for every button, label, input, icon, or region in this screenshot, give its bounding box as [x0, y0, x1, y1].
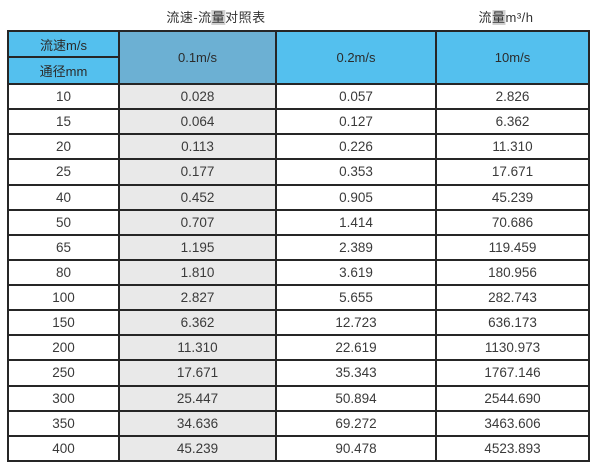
flow-value-cell: 0.905: [275, 183, 437, 211]
flow-value-cell: 2.826: [435, 82, 590, 111]
flow-value-cell: 22.619: [275, 334, 437, 362]
table-row: 80 1.810 3.619 180.956: [7, 258, 590, 287]
flow-value-cell: 282.743: [435, 283, 590, 312]
flow-value-cell: 1.810: [118, 258, 277, 287]
flow-value-cell: 45.239: [118, 434, 277, 463]
diameter-cell: 100: [7, 283, 120, 312]
header-col-0.2ms: 0.2m/s: [275, 30, 437, 85]
flow-value-cell: 25.447: [118, 384, 277, 412]
flow-value-cell: 0.452: [118, 183, 277, 211]
diameter-cell: 40: [7, 183, 120, 211]
table-row: 300 25.447 50.894 2544.690: [7, 384, 590, 412]
table-header: 流速m/s 0.1m/s 0.2m/s 10m/s 通径mm: [7, 30, 590, 85]
flow-value-cell: 1.414: [275, 208, 437, 236]
diameter-cell: 20: [7, 133, 120, 161]
table-row: 50 0.707 1.414 70.686: [7, 208, 590, 236]
table-row: 40 0.452 0.905 45.239: [7, 183, 590, 211]
flow-value-cell: 17.671: [118, 359, 277, 387]
table-title-text: 对照表: [225, 10, 266, 25]
flow-value-cell: 17.671: [435, 158, 590, 186]
header-col-0.1ms: 0.1m/s: [118, 30, 277, 85]
flow-value-cell: 45.239: [435, 183, 590, 211]
flow-value-cell: 0.707: [118, 208, 277, 236]
flow-value-cell: 1130.973: [435, 334, 590, 362]
header-diameter-label: 通径mm: [7, 56, 120, 85]
flow-value-cell: 2.827: [118, 283, 277, 312]
diameter-cell: 65: [7, 233, 120, 261]
flow-unit-label: 流量m³/h: [478, 7, 533, 26]
flow-unit-text: m³/h: [505, 10, 534, 25]
table-row: 150 6.362 12.723 636.173: [7, 309, 590, 337]
flow-value-cell: 0.127: [275, 108, 437, 136]
flow-value-cell: 11.310: [435, 133, 590, 161]
diameter-cell: 150: [7, 309, 120, 337]
table-row: 400 45.239 90.478 4523.893: [7, 434, 590, 463]
diameter-cell: 200: [7, 334, 120, 362]
header-col-10ms: 10m/s: [435, 30, 590, 85]
diameter-cell: 400: [7, 434, 120, 463]
flow-value-cell: 11.310: [118, 334, 277, 362]
table-title-text: 流速-流: [166, 10, 212, 25]
table-row: 10 0.028 0.057 2.826: [7, 82, 590, 111]
flow-value-cell: 12.723: [275, 309, 437, 337]
flow-value-cell: 5.655: [275, 283, 437, 312]
flow-value-cell: 2544.690: [435, 384, 590, 412]
flow-value-cell: 119.459: [435, 233, 590, 261]
flow-value-cell: 3.619: [275, 258, 437, 287]
table-row: 100 2.827 5.655 282.743: [7, 283, 590, 312]
flow-value-cell: 1767.146: [435, 359, 590, 387]
table-row: 20 0.113 0.226 11.310: [7, 133, 590, 161]
flow-value-cell: 0.226: [275, 133, 437, 161]
flow-value-cell: 3463.606: [435, 409, 590, 437]
flow-value-cell: 90.478: [275, 434, 437, 463]
flow-value-cell: 6.362: [118, 309, 277, 337]
flow-rate-table: 流速m/s 0.1m/s 0.2m/s 10m/s 通径mm 10 0.028 0.…: [7, 30, 590, 463]
table-row: 65 1.195 2.389 119.459: [7, 233, 590, 261]
table-row: 350 34.636 69.272 3463.606: [7, 409, 590, 437]
flow-value-cell: 35.343: [275, 359, 437, 387]
flow-value-cell: 6.362: [435, 108, 590, 136]
flow-unit-text: 流: [478, 10, 492, 25]
table-title-highlight: 量: [211, 10, 226, 25]
diameter-cell: 300: [7, 384, 120, 412]
flow-value-cell: 69.272: [275, 409, 437, 437]
flow-value-cell: 0.113: [118, 133, 277, 161]
flow-value-cell: 0.353: [275, 158, 437, 186]
flow-value-cell: 50.894: [275, 384, 437, 412]
flow-value-cell: 0.177: [118, 158, 277, 186]
diameter-cell: 25: [7, 158, 120, 186]
table-row: 25 0.177 0.353 17.671: [7, 158, 590, 186]
diameter-cell: 10: [7, 82, 120, 111]
diameter-cell: 350: [7, 409, 120, 437]
diameter-cell: 80: [7, 258, 120, 287]
flow-value-cell: 70.686: [435, 208, 590, 236]
flow-value-cell: 636.173: [435, 309, 590, 337]
diameter-cell: 15: [7, 108, 120, 136]
table-row: 250 17.671 35.343 1767.146: [7, 359, 590, 387]
diameter-cell: 50: [7, 208, 120, 236]
table-title: 流速-流量对照表: [166, 7, 265, 26]
flow-value-cell: 0.064: [118, 108, 277, 136]
diameter-cell: 250: [7, 359, 120, 387]
flow-value-cell: 2.389: [275, 233, 437, 261]
flow-value-cell: 34.636: [118, 409, 277, 437]
flow-unit-highlight: 量: [492, 10, 506, 25]
table-row: 15 0.064 0.127 6.362: [7, 108, 590, 136]
flow-value-cell: 0.028: [118, 82, 277, 111]
table-body: 10 0.028 0.057 2.826 15 0.064 0.127 6.362 20 0.11…: [7, 82, 590, 463]
header-velocity-label: 流速m/s: [7, 30, 120, 58]
flow-value-cell: 180.956: [435, 258, 590, 287]
flow-value-cell: 1.195: [118, 233, 277, 261]
table-row: 200 11.310 22.619 1130.973: [7, 334, 590, 362]
flow-value-cell: 4523.893: [435, 434, 590, 463]
flow-value-cell: 0.057: [275, 82, 437, 111]
